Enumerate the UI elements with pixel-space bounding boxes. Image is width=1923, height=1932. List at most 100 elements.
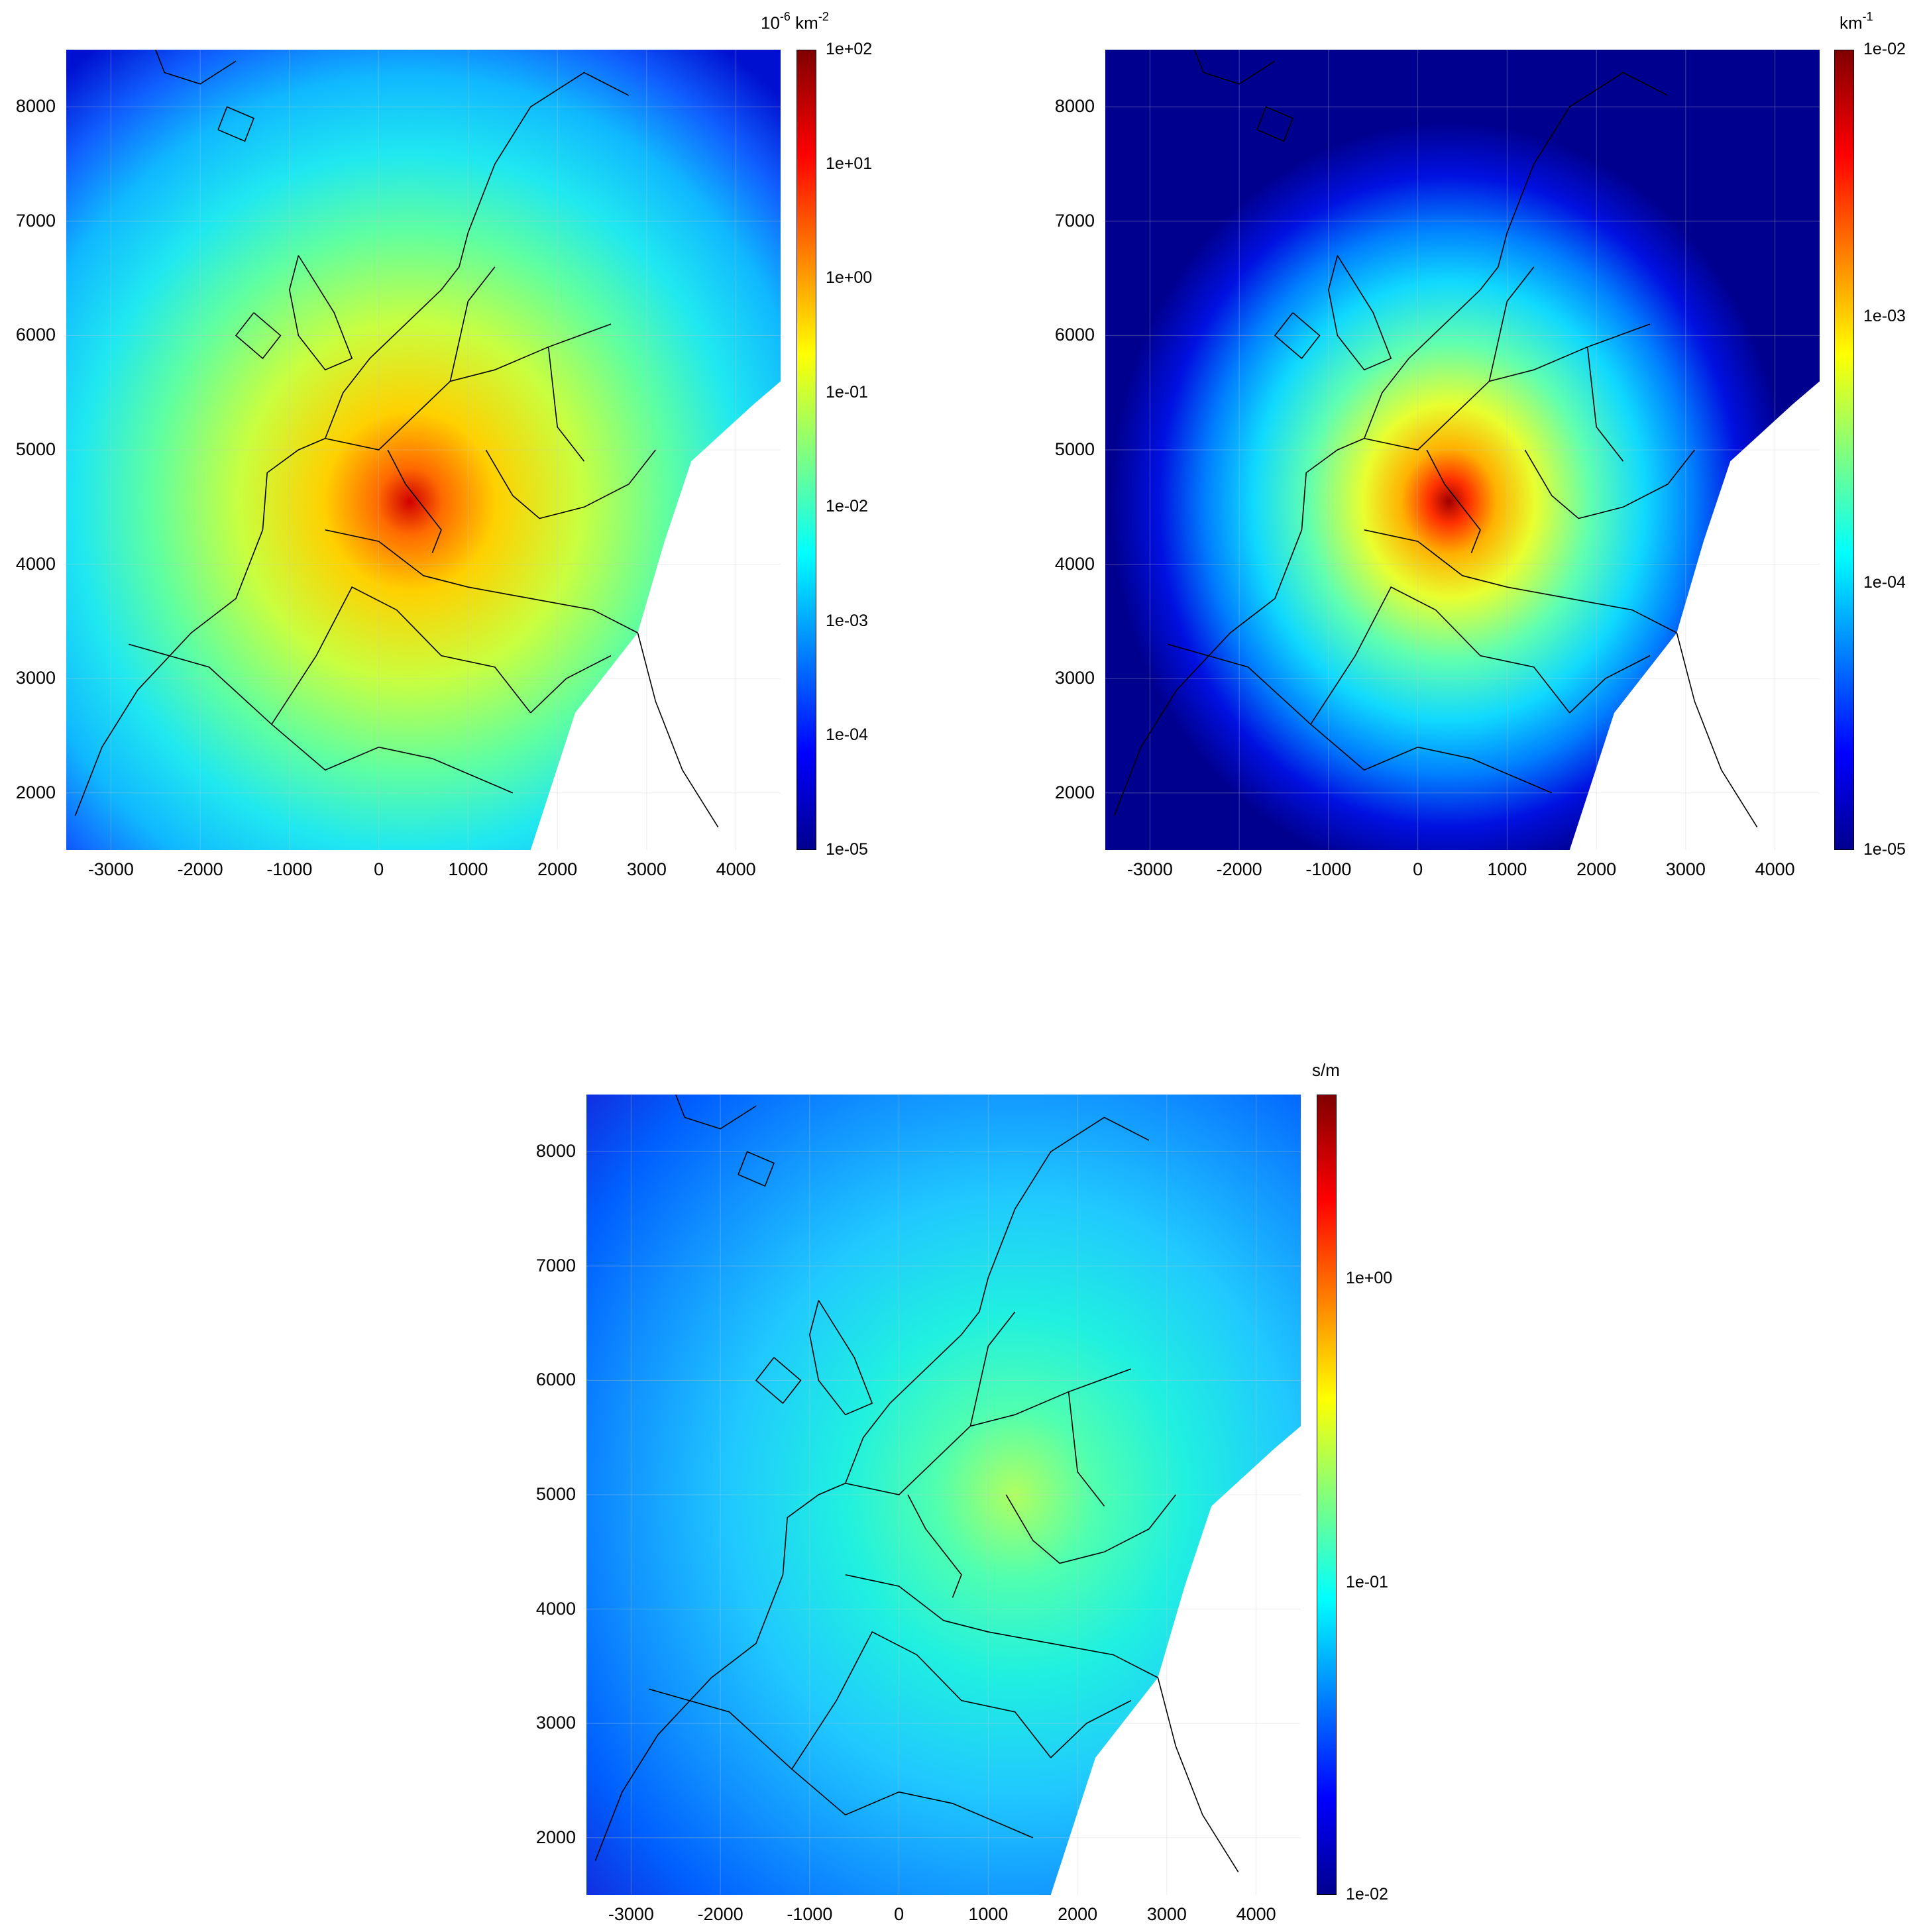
colorbar-tick-label: 1e-05	[826, 840, 868, 859]
coastline-path	[1274, 312, 1321, 360]
y-tick-label: 8000	[1054, 96, 1095, 117]
coastline-path	[675, 1095, 757, 1130]
y-tick-label: 2000	[535, 1827, 576, 1847]
x-tick-label: -1000	[1305, 859, 1352, 879]
colorbar-slowness	[1317, 1095, 1337, 1895]
coastline-path	[969, 1311, 1016, 1426]
coastline-path	[217, 106, 255, 142]
colorbar-tick-label: 1e-04	[1863, 573, 1906, 592]
coastline-path	[1310, 586, 1570, 725]
x-tick-label: 3000	[1146, 1904, 1187, 1924]
y-tick-label: 3000	[535, 1713, 576, 1733]
coastline-path	[1005, 1494, 1176, 1564]
x-tick-label: 4000	[1236, 1904, 1276, 1924]
y-tick-label: 5000	[535, 1484, 576, 1504]
coastline-path	[530, 655, 612, 714]
y-tick-label: 2000	[1054, 782, 1095, 802]
unit-text: km	[1840, 13, 1863, 33]
heatmap-plot-density	[66, 50, 781, 850]
x-tick-label: 2000	[537, 859, 578, 879]
coastline-path	[907, 1494, 962, 1598]
coastline-path	[1256, 106, 1294, 142]
x-tick-label: -2000	[177, 859, 223, 879]
colorbar-tick-label: 1e-02	[826, 497, 868, 516]
colorbar-tick-label: 1e+01	[826, 154, 873, 173]
coastline-path	[1168, 643, 1553, 794]
colorbar-tick-label: 1e+00	[1346, 1268, 1393, 1287]
coastline-path	[1426, 449, 1481, 553]
colorbar-unit-slowness: s/m	[1312, 1060, 1340, 1081]
y-tick-label: 8000	[15, 96, 56, 117]
y-tick-label: 6000	[535, 1369, 576, 1390]
coastline-path	[1113, 529, 1303, 816]
x-tick-label: -3000	[87, 859, 134, 879]
coastline-path	[1194, 50, 1276, 85]
coastline-path	[1328, 255, 1392, 371]
coastline-path	[1050, 1699, 1132, 1758]
unit-text: km	[790, 13, 818, 33]
colorbar-flux	[1834, 50, 1854, 850]
y-tick-label: 7000	[15, 210, 56, 231]
y-tick-label: 2000	[15, 782, 56, 802]
map-overlay	[1105, 50, 1820, 850]
coastline-path	[289, 255, 353, 371]
coastline-path	[1364, 529, 1677, 633]
y-tick-label: 3000	[15, 668, 56, 688]
heatmap-plot-slowness	[586, 1095, 1301, 1895]
x-tick-label: 0	[374, 859, 384, 879]
coastline-path	[155, 50, 237, 85]
y-tick-label: 8000	[535, 1141, 576, 1161]
colorbar-tick-label: 1e+02	[826, 40, 873, 58]
x-tick-label: 4000	[716, 859, 756, 879]
y-tick-label: 6000	[1054, 325, 1095, 345]
coastline-path	[1301, 72, 1669, 530]
y-tick-label: 3000	[1054, 668, 1095, 688]
colorbar-density	[797, 50, 816, 850]
x-tick-label: 2000	[1576, 859, 1617, 879]
no-data-region	[1569, 381, 1820, 850]
y-tick-label: 4000	[535, 1598, 576, 1619]
coastline-path	[325, 529, 638, 633]
coastline-path	[547, 347, 585, 462]
coastline-path	[262, 72, 630, 530]
x-tick-label: 3000	[1665, 859, 1706, 879]
map-overlay	[66, 50, 781, 850]
coastline-path	[235, 312, 282, 360]
coastline-path	[1569, 655, 1651, 714]
y-tick-label: 7000	[535, 1255, 576, 1275]
coastline-path	[738, 1151, 775, 1187]
y-tick-label: 4000	[1054, 553, 1095, 574]
y-tick-label: 6000	[15, 325, 56, 345]
x-tick-label: -2000	[1216, 859, 1262, 879]
coastline-path	[1524, 449, 1695, 519]
coastline-path	[74, 529, 264, 816]
x-tick-label: 4000	[1755, 859, 1795, 879]
coastline-path	[1488, 266, 1535, 382]
colorbar-tick-label: 1e-01	[1346, 1572, 1388, 1591]
coastline-path	[271, 586, 531, 725]
unit-exponent: -1	[1862, 10, 1873, 23]
colorbar-tick-label: 1e+00	[826, 268, 873, 288]
x-tick-label: 0	[894, 1904, 905, 1924]
colorbar-tick-label: 1e-02	[1863, 40, 1906, 58]
x-tick-label: -3000	[1126, 859, 1173, 879]
coastline-path	[1157, 1677, 1239, 1872]
y-tick-label: 7000	[1054, 210, 1095, 231]
x-tick-label: 0	[1413, 859, 1423, 879]
unit-text: s/m	[1312, 1060, 1340, 1080]
no-data-region	[1050, 1426, 1301, 1895]
x-tick-label: -1000	[266, 859, 313, 879]
no-data-region	[530, 381, 781, 850]
x-tick-label: -3000	[608, 1904, 654, 1924]
y-tick-label: 5000	[1054, 439, 1095, 459]
x-tick-label: 1000	[448, 859, 488, 879]
unit-base: 10	[761, 13, 780, 33]
coastline-path	[755, 1357, 802, 1405]
colorbar-tick-label: 1e-02	[1346, 1885, 1388, 1904]
x-tick-label: -1000	[787, 1904, 833, 1924]
coastline-path	[649, 1688, 1034, 1839]
coastline-path	[1676, 632, 1758, 828]
coastline-path	[1586, 347, 1624, 462]
coastline-path	[845, 1574, 1158, 1678]
unit-exponent: -6	[779, 10, 791, 23]
